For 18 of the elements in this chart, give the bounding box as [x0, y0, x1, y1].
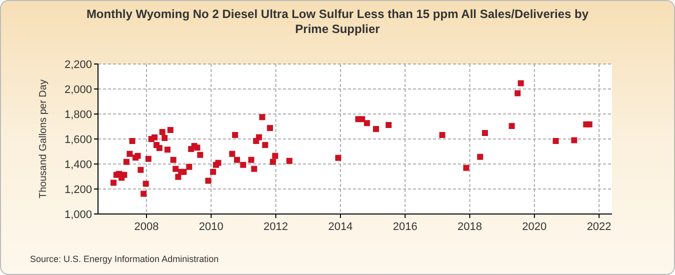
- y-tick-label: 1,600: [64, 134, 92, 146]
- x-tick-label: 2014: [328, 221, 353, 233]
- y-axis-title: Thousand Gallons per Day: [38, 80, 49, 198]
- y-tick-label: 2,200: [64, 58, 92, 71]
- x-tick-label: 2018: [458, 221, 482, 233]
- x-tick-label: 2016: [392, 221, 418, 233]
- y-tick-label: 1,000: [64, 208, 92, 221]
- chart-title: Monthly Wyoming No 2 Diesel Ultra Low Sulfur Less than 15 ppm All Sales/Deliveries by Prime Supplier: [86, 7, 589, 36]
- x-tick-label: 2008: [134, 221, 159, 233]
- x-tick-label: 2012: [264, 221, 288, 233]
- x-tick-label: 2022: [586, 221, 612, 233]
- y-tick-label: 1,400: [64, 158, 92, 171]
- y-tick-label: 2,000: [64, 84, 92, 96]
- source-note: Source: U.S. Energy Information Administration: [30, 254, 219, 264]
- y-tick-label: 1,200: [64, 184, 92, 196]
- x-tick-label: 2020: [522, 221, 547, 233]
- x-tick-label: 2010: [198, 221, 224, 233]
- y-tick-label: 1,800: [64, 108, 92, 121]
